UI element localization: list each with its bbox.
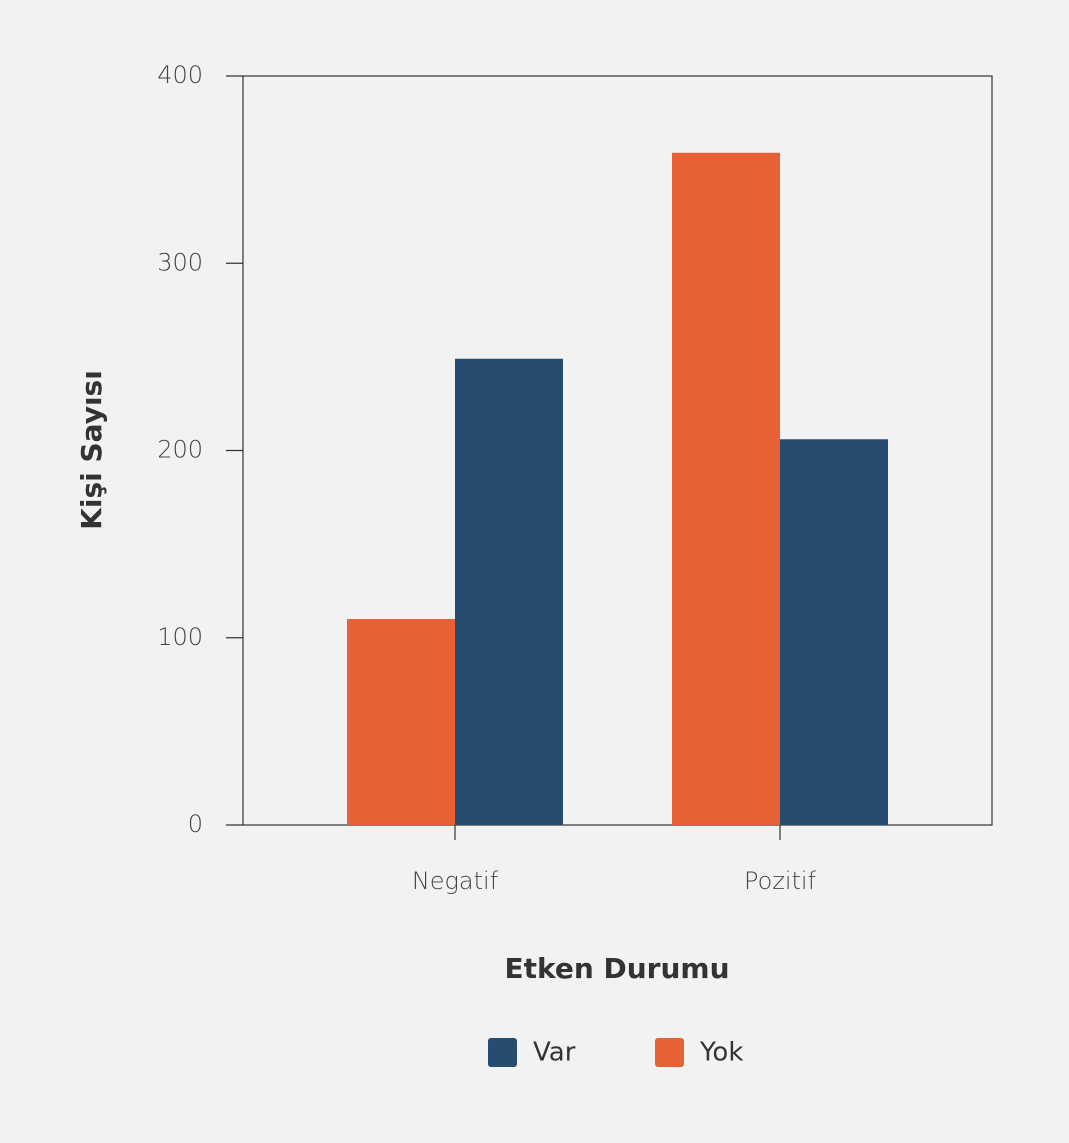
- bar: [347, 619, 455, 825]
- x-tick-label: Pozitif: [744, 867, 817, 895]
- bar: [455, 358, 563, 825]
- y-axis-title: Kişi Sayısı: [75, 370, 108, 530]
- y-tick-label: 400: [157, 61, 203, 89]
- legend-label: Yok: [699, 1038, 743, 1068]
- x-tick-label: Negatif: [412, 867, 499, 895]
- y-tick-label: 300: [157, 248, 203, 276]
- y-tick-label: 0: [188, 810, 203, 838]
- bar: [780, 439, 888, 825]
- y-tick-label: 100: [157, 623, 203, 651]
- legend-swatch: [655, 1038, 684, 1067]
- y-tick-label: 200: [157, 436, 203, 464]
- legend-label: Var: [533, 1038, 576, 1068]
- bar: [672, 152, 780, 825]
- x-axis-title: Etken Durumu: [504, 952, 729, 985]
- legend-swatch: [488, 1038, 517, 1067]
